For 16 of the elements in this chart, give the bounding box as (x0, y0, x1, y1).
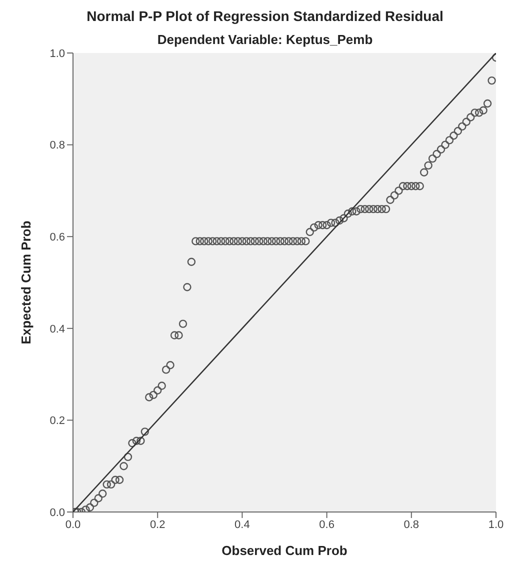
y-tick-label: 0.4 (50, 323, 65, 336)
x-tick-label: 0.2 (150, 518, 166, 531)
x-tick-label: 0.8 (404, 518, 420, 531)
x-tick-label: 1.0 (488, 518, 504, 531)
x-tick-label: 0.4 (234, 518, 250, 531)
y-tick-label: 0.8 (50, 140, 65, 152)
y-tick-label: 0.0 (50, 506, 65, 519)
chart-title: Normal P-P Plot of Regression Standardized Residual (86, 8, 444, 24)
y-tick-label: 0.2 (50, 415, 65, 428)
chart-subtitle: Dependent Variable: Keptus_Pemb (156, 32, 374, 47)
y-tick-label: 0.6 (50, 232, 65, 244)
y-axis-title: Expected Cum Prob (18, 220, 34, 344)
x-axis-title: Observed Cum Prob (222, 543, 348, 558)
y-tick-label: 1.0 (50, 48, 65, 60)
x-tick-label: 0.0 (65, 518, 81, 531)
x-tick-label: 0.6 (319, 518, 334, 531)
